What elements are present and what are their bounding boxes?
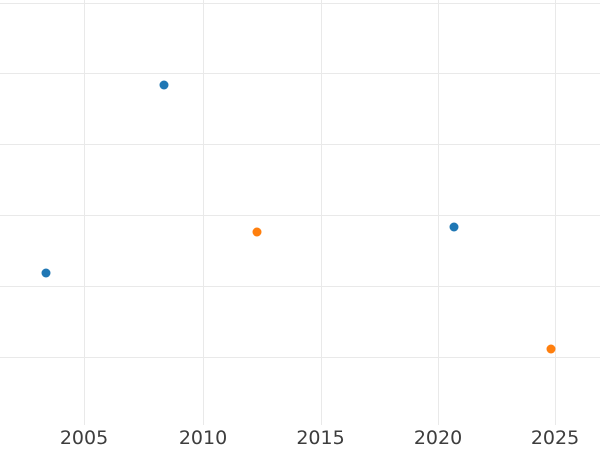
vertical-gridline — [438, 0, 439, 425]
horizontal-gridline — [0, 286, 600, 287]
horizontal-gridline — [0, 2, 600, 4]
vertical-gridline — [555, 0, 556, 425]
x-tick-label: 2015 — [296, 427, 345, 449]
horizontal-gridline — [0, 356, 600, 358]
x-tick-label: 2005 — [59, 427, 109, 449]
vertical-gridline — [203, 0, 204, 425]
x-tick-label: 2020 — [413, 427, 463, 449]
orange-series-point — [546, 344, 555, 354]
horizontal-gridline — [0, 144, 600, 145]
horizontal-gridline — [0, 215, 600, 216]
blue-series-point — [41, 268, 51, 277]
vertical-gridline — [84, 0, 85, 425]
horizontal-gridline — [0, 73, 600, 74]
blue-series-point — [159, 80, 169, 90]
x-tick-label: 2010 — [178, 427, 228, 449]
blue-series-point — [449, 222, 459, 232]
x-tick-label: 2025 — [530, 427, 580, 449]
orange-series-point — [252, 227, 262, 237]
vertical-gridline — [320, 0, 322, 425]
